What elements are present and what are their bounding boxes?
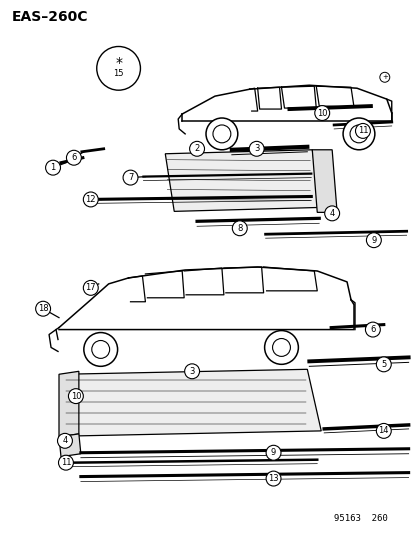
Text: 10: 10 xyxy=(316,109,327,118)
Circle shape xyxy=(184,364,199,379)
Circle shape xyxy=(58,455,73,470)
Circle shape xyxy=(342,118,374,150)
Text: 3: 3 xyxy=(189,367,195,376)
Polygon shape xyxy=(59,434,81,457)
Circle shape xyxy=(68,389,83,403)
Text: +: + xyxy=(381,74,387,80)
Circle shape xyxy=(189,141,204,156)
Text: 6: 6 xyxy=(369,325,375,334)
Text: 12: 12 xyxy=(85,195,96,204)
Circle shape xyxy=(83,333,117,366)
Text: 6: 6 xyxy=(71,153,76,162)
Polygon shape xyxy=(311,150,336,212)
Text: 9: 9 xyxy=(270,448,275,457)
Circle shape xyxy=(57,433,72,448)
Circle shape xyxy=(314,106,329,120)
Circle shape xyxy=(83,192,98,207)
Circle shape xyxy=(266,445,280,460)
Circle shape xyxy=(366,233,380,248)
Circle shape xyxy=(365,322,380,337)
Text: 7: 7 xyxy=(128,173,133,182)
Circle shape xyxy=(264,330,298,365)
Polygon shape xyxy=(63,369,320,436)
Text: 4: 4 xyxy=(329,209,334,218)
Text: *: * xyxy=(115,56,122,70)
Circle shape xyxy=(375,357,390,372)
Circle shape xyxy=(355,124,370,139)
Text: 4: 4 xyxy=(62,437,67,446)
Circle shape xyxy=(83,280,98,295)
Circle shape xyxy=(324,206,339,221)
Text: 10: 10 xyxy=(71,392,81,401)
Text: 15: 15 xyxy=(113,69,123,78)
Circle shape xyxy=(379,72,389,82)
Text: 8: 8 xyxy=(237,224,242,233)
Text: 11: 11 xyxy=(61,458,71,467)
Circle shape xyxy=(66,150,81,165)
Circle shape xyxy=(45,160,60,175)
Text: 1: 1 xyxy=(50,163,55,172)
Text: 14: 14 xyxy=(377,426,388,435)
Circle shape xyxy=(266,471,280,486)
Text: 3: 3 xyxy=(253,144,259,154)
Circle shape xyxy=(36,301,50,316)
Text: 13: 13 xyxy=(268,474,278,483)
Text: 2: 2 xyxy=(194,144,199,154)
Circle shape xyxy=(375,423,390,438)
Text: 18: 18 xyxy=(38,304,48,313)
Polygon shape xyxy=(165,150,320,212)
Text: 95163  260: 95163 260 xyxy=(333,514,387,523)
Circle shape xyxy=(232,221,247,236)
Circle shape xyxy=(206,118,237,150)
Text: 11: 11 xyxy=(357,126,367,135)
Polygon shape xyxy=(59,372,78,437)
Circle shape xyxy=(97,46,140,90)
Circle shape xyxy=(123,170,138,185)
Text: 5: 5 xyxy=(380,360,385,369)
Text: EAS–260C: EAS–260C xyxy=(11,10,88,24)
Text: 17: 17 xyxy=(85,284,96,293)
Circle shape xyxy=(249,141,263,156)
Text: 9: 9 xyxy=(370,236,375,245)
